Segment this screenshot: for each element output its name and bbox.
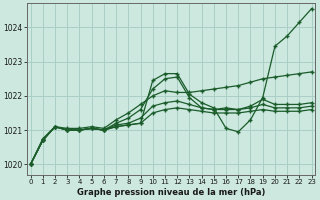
X-axis label: Graphe pression niveau de la mer (hPa): Graphe pression niveau de la mer (hPa) bbox=[77, 188, 265, 197]
